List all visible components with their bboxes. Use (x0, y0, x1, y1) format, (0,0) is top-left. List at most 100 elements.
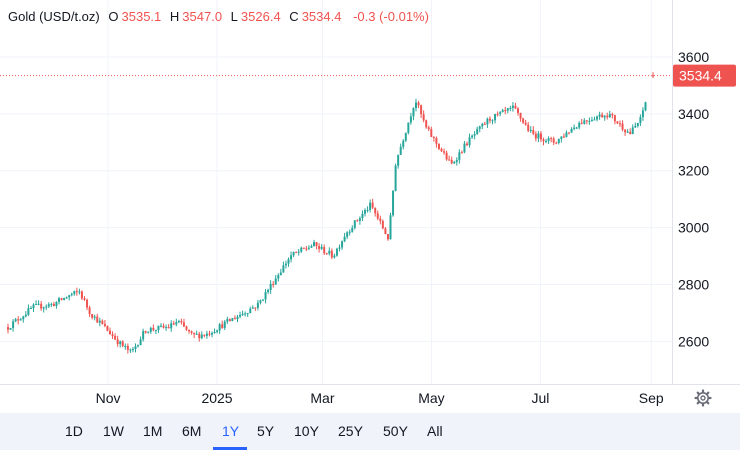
x-tick-label: Jul (531, 390, 549, 406)
candle-body (272, 283, 275, 285)
candle-body (458, 152, 461, 161)
candle-body (221, 324, 224, 328)
candle-body (575, 127, 578, 129)
candle-body (320, 247, 323, 249)
candle-body (545, 140, 548, 142)
settings-gear-icon[interactable] (694, 389, 712, 407)
candle-body (144, 331, 147, 333)
candle-body (351, 227, 354, 232)
candle-body (568, 132, 570, 134)
candle-body (376, 213, 379, 219)
candle-body (323, 247, 326, 254)
candle-body (32, 304, 35, 309)
candle-body (366, 209, 369, 211)
y-tick-label: 2800 (678, 276, 709, 292)
candle-body (435, 138, 438, 144)
candle-body (50, 303, 53, 305)
timeframe-25y[interactable]: 25Y (338, 423, 363, 439)
candle-body (12, 321, 15, 329)
x-tick-label: 2025 (201, 390, 232, 406)
candle-body (608, 114, 611, 118)
candle-body (42, 307, 45, 309)
timeframe-all[interactable]: All (427, 423, 443, 439)
timeframe-1d[interactable]: 1D (65, 423, 83, 439)
candle-body (45, 306, 48, 308)
candle-body (60, 298, 63, 300)
candle-body (109, 330, 111, 335)
candle-body (119, 341, 122, 345)
candle-body (583, 120, 586, 124)
candle-body (63, 297, 66, 300)
candle-body (307, 247, 310, 249)
timeframe-1w[interactable]: 1W (103, 423, 124, 439)
candle-body (330, 250, 333, 258)
candle-body (565, 132, 568, 137)
open-value: 3535.1 (121, 9, 162, 24)
candle-body (478, 126, 481, 129)
candle-body (550, 138, 553, 140)
candle-body (256, 302, 259, 308)
candle-body (239, 314, 242, 317)
candle-body (517, 108, 519, 113)
candle-body (494, 113, 497, 121)
candle-body (364, 210, 366, 214)
candle-body (639, 117, 642, 123)
candle-body (22, 316, 25, 320)
candle-body (259, 300, 262, 303)
y-tick-label: 3000 (678, 220, 709, 236)
candle-body (52, 303, 55, 307)
candle-body (348, 231, 351, 233)
candle-body (392, 190, 395, 216)
candle-body (613, 115, 616, 122)
candle-body (101, 320, 104, 324)
candle-body (73, 291, 76, 295)
candle-body (300, 247, 303, 252)
candle-body (486, 118, 489, 125)
symbol-label: Gold (USD/t.oz) (8, 9, 100, 24)
candle-body (325, 253, 328, 255)
candle-body (491, 120, 494, 122)
candle-body (277, 275, 280, 279)
candle-body (37, 303, 40, 305)
candle-body (532, 129, 535, 134)
candle-body (529, 129, 532, 131)
candles-group (7, 72, 654, 354)
candle-body (473, 134, 476, 136)
timeframe-5y[interactable]: 5Y (257, 423, 275, 439)
candle-body (195, 333, 198, 335)
y-tick-label: 3200 (678, 163, 709, 179)
candle-body (590, 119, 593, 121)
timeframe-1m[interactable]: 1M (143, 423, 163, 439)
candle-body (249, 308, 252, 314)
change-value: -0.3 (-0.01%) (353, 9, 429, 24)
candle-body (557, 138, 560, 143)
candle-body (262, 299, 264, 301)
candle-body (580, 122, 583, 124)
last-price-badge (673, 64, 736, 87)
candle-body (65, 297, 68, 299)
x-tick-label: Sep (639, 390, 664, 406)
candle-body (335, 248, 338, 256)
candle-body (652, 75, 654, 77)
candle-body (425, 120, 428, 128)
candle-body (499, 112, 502, 114)
candle-body (534, 133, 537, 139)
candle-body (394, 165, 397, 191)
timeframe-toolbar: 1D 1W 1M 6M 1Y 5Y 10Y 25Y 50Y All (0, 413, 740, 450)
candle-body (356, 220, 359, 222)
timeframe-10y[interactable]: 10Y (294, 423, 319, 439)
candle-body (152, 327, 155, 331)
candle-body (328, 250, 331, 254)
candle-body (68, 295, 71, 298)
timeframe-1y[interactable]: 1Y (222, 423, 240, 439)
candle-body (233, 318, 236, 320)
candle-body (631, 127, 634, 135)
low-label: L (230, 9, 238, 24)
timeframe-6m[interactable]: 6M (182, 423, 202, 439)
candle-body (409, 116, 412, 123)
timeframe-50y[interactable]: 50Y (383, 423, 408, 439)
candle-body (501, 110, 504, 113)
candle-body (453, 161, 456, 164)
candle-body (216, 330, 219, 332)
